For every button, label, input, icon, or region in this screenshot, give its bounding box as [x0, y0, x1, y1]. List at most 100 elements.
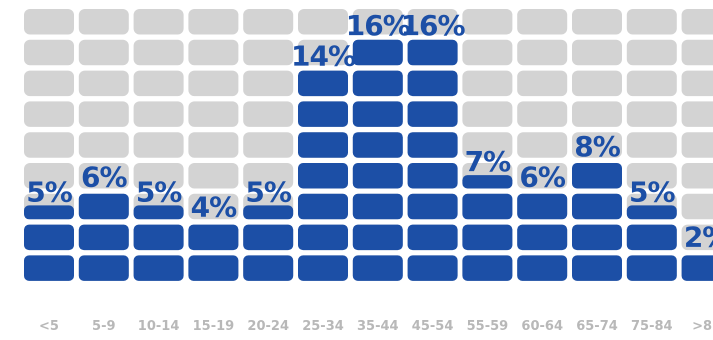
grid-cell: [626, 101, 677, 127]
bar-segment-5: [298, 132, 348, 158]
grid-cell: [24, 70, 74, 97]
category-label: 55-59: [467, 319, 509, 334]
bar-segment-6: [352, 163, 403, 189]
grid-cell: [24, 9, 74, 35]
bar-segment-4: [243, 205, 294, 220]
grid-cell: [572, 132, 622, 158]
grid-cell: [133, 39, 184, 66]
value-label: 5%: [245, 175, 291, 208]
bar-segment-5: [298, 163, 348, 189]
value-label: 16%: [401, 9, 466, 42]
grid-cell: [572, 9, 622, 35]
bar-segment-6: [352, 70, 403, 97]
value-label: 5%: [26, 175, 72, 208]
bar-segment-0: [24, 205, 74, 220]
grid-cell: [517, 39, 568, 66]
bar-segment-1: [78, 193, 129, 220]
bar-segment-12: [681, 255, 713, 281]
value-label: 7%: [465, 145, 511, 178]
grid-cell: [188, 39, 239, 66]
value-label: 5%: [629, 175, 675, 208]
value-labels: 5%6%5%4%5%14%16%16%7%6%8%5%2%: [26, 9, 713, 253]
category-label: 5-9: [92, 319, 116, 334]
bar-segment-11: [626, 205, 677, 220]
bar-segment-2: [133, 205, 184, 220]
bar-segment-11: [626, 255, 677, 281]
grid-cell: [462, 39, 513, 66]
bar-segment-6: [352, 39, 403, 66]
grid-cell: [298, 39, 348, 66]
grid-cell: [243, 101, 294, 127]
category-label: 60-64: [521, 319, 563, 334]
category-label: 35-44: [357, 319, 399, 334]
grid-cell: [78, 39, 129, 66]
grid-cell: [681, 9, 713, 35]
category-label: 65-74: [576, 319, 618, 334]
bar-segment-7: [407, 132, 458, 158]
bar-segment-5: [298, 193, 348, 220]
grid-cell: [572, 101, 622, 127]
value-label: 4%: [191, 190, 237, 223]
grid-cell: [243, 9, 294, 35]
bar-segment-8: [462, 224, 513, 251]
grid-cell: [572, 39, 622, 66]
bar-fills: [24, 39, 713, 281]
grid-cell: [572, 70, 622, 97]
bar-segment-11: [626, 224, 677, 251]
grid-cell: [188, 132, 239, 158]
bar-segment-9: [517, 255, 568, 281]
grid-cell: [517, 132, 568, 158]
grid-cell: [681, 39, 713, 66]
grid-cell: [517, 9, 568, 35]
bar-segment-8: [462, 175, 513, 189]
bar-segment-2: [133, 255, 184, 281]
grid-cell: [243, 70, 294, 97]
grid-cell: [188, 70, 239, 97]
value-label: 5%: [136, 175, 182, 208]
grid-cell: [24, 39, 74, 66]
value-label: 2%: [684, 221, 713, 254]
grid-cell: [78, 70, 129, 97]
value-label: 6%: [81, 160, 127, 193]
grid-cell: [78, 9, 129, 35]
grid-cell: [24, 132, 74, 158]
grid-cell: [462, 101, 513, 127]
category-label: >85: [692, 319, 713, 334]
bar-segment-10: [572, 193, 622, 220]
grid-cell: [626, 70, 677, 97]
grid-cell: [517, 70, 568, 97]
grid-cell: [681, 224, 713, 251]
bar-segment-7: [407, 255, 458, 281]
bar-segment-3: [188, 224, 239, 251]
bar-segment-5: [298, 70, 348, 97]
grid-cell: [407, 9, 458, 35]
bar-segment-3: [188, 255, 239, 281]
bar-segment-7: [407, 163, 458, 189]
grid-cell: [133, 132, 184, 158]
grid-cell: [681, 163, 713, 189]
category-label: 10-14: [138, 319, 180, 334]
grid-cell: [24, 163, 74, 189]
grid-cell: [78, 132, 129, 158]
grid-cell: [681, 101, 713, 127]
bar-segment-6: [352, 132, 403, 158]
bar-segment-10: [572, 255, 622, 281]
grid-cell: [298, 9, 348, 35]
grid-cell: [517, 163, 568, 189]
grid-cell: [133, 9, 184, 35]
bar-segment-8: [462, 255, 513, 281]
bar-segment-4: [243, 224, 294, 251]
grid-cell: [681, 132, 713, 158]
grid-cell: [78, 101, 129, 127]
bar-segment-0: [24, 224, 74, 251]
bar-segment-7: [407, 224, 458, 251]
grid-cell: [462, 70, 513, 97]
value-label: 6%: [519, 160, 565, 193]
value-label: 8%: [574, 130, 620, 163]
bar-segment-5: [298, 224, 348, 251]
category-label: <5: [39, 319, 59, 334]
bar-segment-7: [407, 39, 458, 66]
grid-cell: [133, 70, 184, 97]
grid-cell: [188, 163, 239, 189]
grid-cell: [681, 70, 713, 97]
